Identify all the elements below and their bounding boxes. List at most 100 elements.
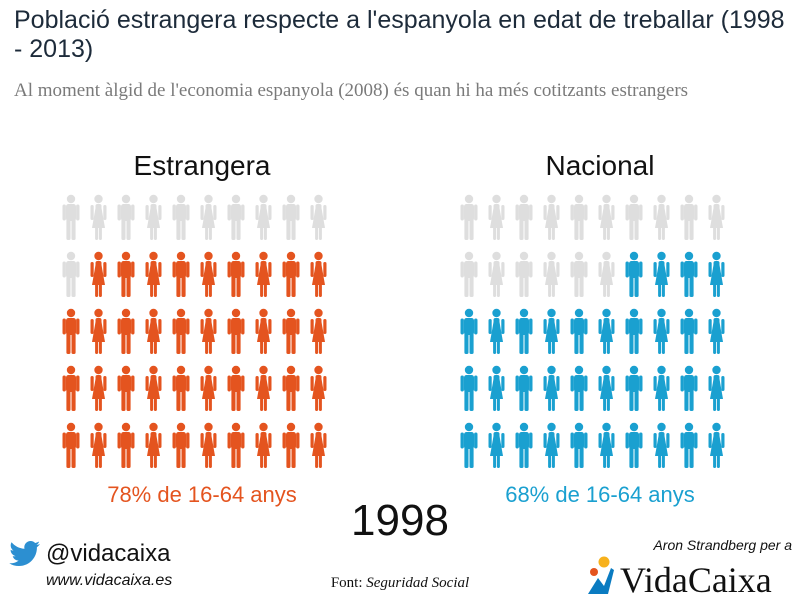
person-icon-filled-1-44 [570,422,588,468]
person-icon-filled-0-44 [172,422,190,468]
person-icon-filled-1-20 [460,308,478,354]
person-icon-empty-1-6 [625,194,643,240]
person-icon-filled-0-22 [117,308,135,354]
person-icon-filled-0-16 [227,251,245,297]
chart-subtitle: Al moment àlgid de l'economia espanyola … [14,80,689,101]
pictogram-grid-foreign [62,194,327,468]
person-icon-empty-0-8 [282,194,300,240]
person-icon-empty-0-6 [227,194,245,240]
person-icon-empty-0-9 [310,194,327,240]
person-icon-filled-1-46 [625,422,643,468]
person-icon-empty-1-4 [570,194,588,240]
person-icon-filled-0-14 [172,251,190,297]
person-icon-filled-0-24 [172,308,190,354]
person-icon-filled-0-38 [282,365,300,411]
person-icon-filled-1-23 [543,308,560,354]
person-icon-filled-1-29 [708,308,725,354]
person-icon-filled-0-49 [310,422,327,468]
person-icon-filled-1-35 [598,365,615,411]
twitter-bird-icon [9,541,41,566]
person-icon-filled-0-41 [90,422,107,468]
person-icon-filled-1-30 [460,365,478,411]
person-icon-filled-0-43 [145,422,162,468]
person-icon-empty-0-7 [255,194,272,240]
person-icon-filled-1-45 [598,422,615,468]
person-icon-empty-0-0 [62,194,80,240]
person-icon-filled-1-26 [625,308,643,354]
person-icon-empty-0-5 [200,194,217,240]
person-icon-empty-1-12 [515,251,533,297]
person-icon-filled-1-24 [570,308,588,354]
person-icon-filled-1-16 [625,251,643,297]
person-icon-empty-1-14 [570,251,588,297]
person-icon-empty-0-4 [172,194,190,240]
person-icon-filled-0-17 [255,251,272,297]
person-icon-filled-0-23 [145,308,162,354]
person-icon-filled-1-39 [708,365,725,411]
person-icon-filled-0-45 [200,422,217,468]
person-icon-filled-0-36 [227,365,245,411]
source-prefix: Font: [330,575,367,591]
person-icon-filled-0-13 [145,251,162,297]
person-icon-filled-0-46 [227,422,245,468]
person-icon-filled-0-27 [255,308,272,354]
percent-label-foreign: 78% de 16-64 anys [107,482,297,507]
person-icon-empty-1-7 [653,194,670,240]
group-title-foreign: Estrangera [133,150,271,181]
person-icon-filled-0-15 [200,251,217,297]
person-icon-filled-0-25 [200,308,217,354]
website-link: www.vidacaixa.es [46,572,173,589]
person-icon-filled-0-18 [282,251,300,297]
person-icon-filled-0-28 [282,308,300,354]
person-icon-empty-0-3 [145,194,162,240]
year-label: 1998 [351,496,449,545]
person-icon-filled-1-19 [708,251,725,297]
person-icon-empty-1-15 [598,251,615,297]
person-icon-filled-1-32 [515,365,533,411]
person-icon-filled-0-12 [117,251,135,297]
percent-label-national: 68% de 16-64 anys [505,482,695,507]
pictogram-grid-national [460,194,725,468]
vidacaixa-logo: VidaCaixa [588,556,772,598]
person-icon-filled-0-48 [282,422,300,468]
person-icon-empty-1-3 [543,194,560,240]
source-note: Font: Seguridad Social [300,575,500,592]
person-icon-empty-0-1 [90,194,107,240]
person-icon-empty-1-1 [488,194,505,240]
person-icon-filled-1-47 [653,422,670,468]
person-icon-filled-1-38 [680,365,698,411]
person-icon-filled-0-21 [90,308,107,354]
person-icon-empty-1-2 [515,194,533,240]
person-icon-empty-1-8 [680,194,698,240]
person-icon-filled-0-11 [90,251,107,297]
person-icon-filled-1-25 [598,308,615,354]
person-icon-filled-1-18 [680,251,698,297]
person-icon-filled-1-36 [625,365,643,411]
person-icon-filled-0-40 [62,422,80,468]
person-icon-filled-0-19 [310,251,327,297]
person-icon-filled-1-34 [570,365,588,411]
person-icon-filled-1-33 [543,365,560,411]
person-icon-filled-0-29 [310,308,327,354]
person-icon-filled-1-31 [488,365,505,411]
person-icon-filled-1-42 [515,422,533,468]
person-icon-filled-0-39 [310,365,327,411]
person-icon-filled-1-40 [460,422,478,468]
caixa-star-icon [588,556,614,594]
source-name: Seguridad Social [366,575,470,591]
author-credit: Aron Strandberg per a [653,537,792,553]
person-icon-filled-1-27 [653,308,670,354]
person-icon-filled-0-37 [255,365,272,411]
chart-title: Població estrangera respecte a l'espanyo… [14,6,785,63]
person-icon-filled-1-21 [488,308,505,354]
person-icon-empty-1-11 [488,251,505,297]
person-icon-empty-1-9 [708,194,725,240]
person-icon-filled-1-41 [488,422,505,468]
person-icon-filled-0-32 [117,365,135,411]
person-icon-empty-1-5 [598,194,615,240]
person-icon-filled-0-34 [172,365,190,411]
person-icon-empty-1-0 [460,194,478,240]
person-icon-filled-0-30 [62,365,80,411]
person-icon-filled-1-37 [653,365,670,411]
person-icon-empty-1-13 [543,251,560,297]
